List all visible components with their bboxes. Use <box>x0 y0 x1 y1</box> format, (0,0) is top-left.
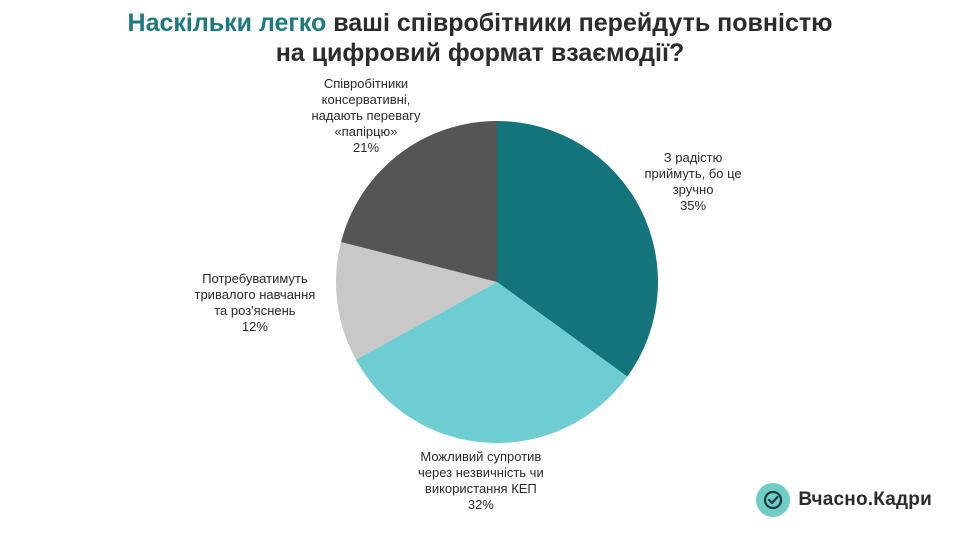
pie-slice-label-line: Можливий супротив <box>420 449 542 464</box>
pie-slice-label-line: «папірцю» <box>334 124 398 139</box>
pie-slice-2 <box>355 282 628 443</box>
pie-slice-label-line: Потребуватимуть <box>202 271 308 286</box>
chart-title-line2: на цифровий формат взаємодії? <box>275 39 685 67</box>
check-circle-icon <box>756 483 791 517</box>
pie-slice-label-line: через незвичність чи <box>418 465 544 480</box>
pie-slice-label-line: приймуть, бо це <box>644 166 742 181</box>
pie-slice-label-line: З радістю <box>663 150 723 165</box>
pie-slice-label-line: надають перевагу <box>311 108 421 123</box>
pie-slice-1 <box>497 121 658 377</box>
pie-slice-label-line: та роз'яснень <box>214 303 296 318</box>
pie-slice-3 <box>336 241 497 360</box>
pie-slice-value: 12% <box>241 319 268 334</box>
pie-slice-value: 35% <box>680 198 707 213</box>
pie-slice-label-1: З радістю приймуть, бо це зручно 35% <box>645 150 742 214</box>
pie-slice-label-line: Співробітники <box>323 76 409 91</box>
pie-slice-label-line: використання КЕП <box>424 481 537 496</box>
pie-slice-label-line: консервативні, <box>321 92 411 107</box>
pie-slice-4 <box>341 121 497 282</box>
chart-title-rest: ваші співробітники перейдуть повністю <box>326 9 833 37</box>
pie-slice-label-line: зручно <box>672 182 714 197</box>
pie-slice-label-3: Потребуватимуть тривалого навчання та роз'… <box>195 271 316 335</box>
chart-title-highlight: Наскільки легко <box>127 9 327 37</box>
pie-slice-label-line: тривалого навчання <box>194 287 316 302</box>
pie-slice-label-2: Можливий супротив через незвичність чи вик… <box>418 449 544 513</box>
pie-slice-value: 21% <box>352 140 380 155</box>
pie-slice-label-4: Співробітники консервативні, надають перев… <box>312 76 421 156</box>
chart-title: Наскільки легко ваші співробітники перей… <box>0 8 960 68</box>
brand-name: Вчасно.Кадри <box>798 489 932 510</box>
pie-slice-value: 32% <box>467 497 494 512</box>
brand-logo-block: Вчасно.Кадри <box>756 482 932 518</box>
